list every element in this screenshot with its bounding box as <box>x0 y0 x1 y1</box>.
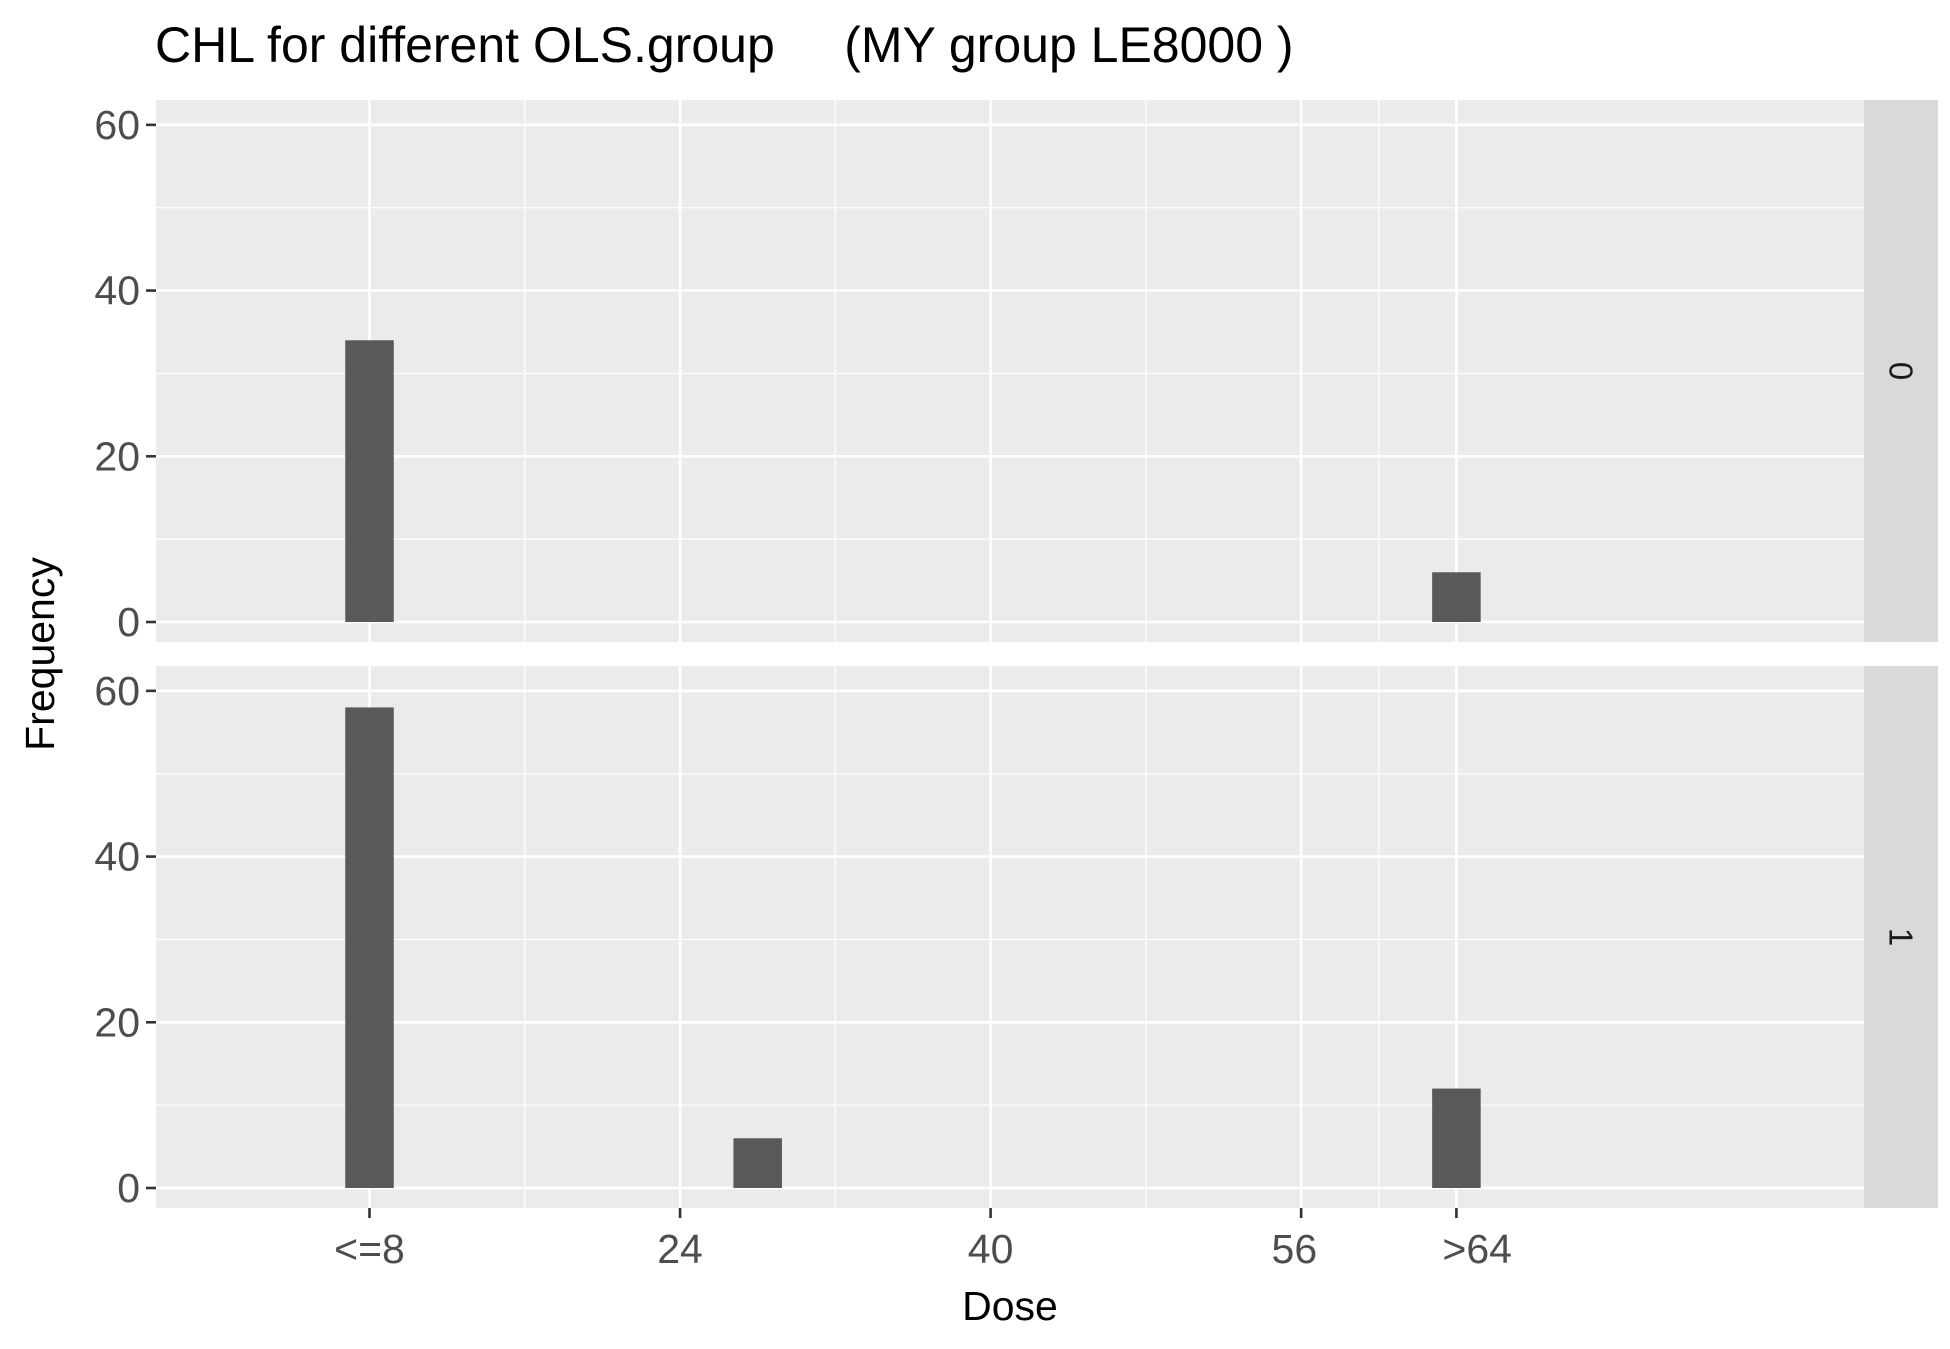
bar <box>345 340 394 622</box>
x-axis-title: Dose <box>962 1283 1058 1329</box>
panel-bottom: 1 <box>156 666 1938 1208</box>
y-tick-label: 60 <box>94 668 140 714</box>
x-tick-label: 56 <box>1272 1226 1318 1272</box>
y-tick-label: 60 <box>94 102 140 148</box>
x-axis: <=8 24 40 56 >64 <box>334 1208 1512 1272</box>
x-tick-label: 24 <box>657 1226 703 1272</box>
bar <box>1432 1088 1481 1188</box>
strip-bottom-label: 1 <box>1883 928 1920 946</box>
x-tick-label: <=8 <box>334 1226 405 1272</box>
panel-top-bars <box>345 340 1481 622</box>
y-axis-bottom: 0 20 40 60 <box>94 668 156 1211</box>
y-axis-title: Frequency <box>17 557 63 751</box>
y-tick-label: 0 <box>117 1165 140 1211</box>
strip-bottom <box>1864 666 1938 1208</box>
y-tick-label: 20 <box>94 999 140 1045</box>
y-tick-label: 20 <box>94 433 140 479</box>
bar <box>733 1138 782 1188</box>
strip-top-label: 0 <box>1883 362 1920 380</box>
bar <box>1432 572 1481 622</box>
y-tick-label: 40 <box>94 834 140 880</box>
y-tick-label: 40 <box>94 268 140 314</box>
y-axis-top: 0 20 40 60 <box>94 102 156 645</box>
bar <box>345 707 394 1188</box>
chart-title: CHL for different OLS.group (MY group LE… <box>155 17 1294 73</box>
panel-top-grid <box>156 100 1864 642</box>
panel-bottom-bars <box>345 707 1481 1188</box>
panel-bottom-background <box>156 666 1864 1208</box>
panel-top-background <box>156 100 1864 642</box>
strip-top <box>1864 100 1938 642</box>
x-tick-label: >64 <box>1442 1226 1512 1272</box>
y-tick-label: 0 <box>117 599 140 645</box>
panel-top: 0 <box>156 100 1938 642</box>
x-tick-label: 40 <box>968 1226 1014 1272</box>
